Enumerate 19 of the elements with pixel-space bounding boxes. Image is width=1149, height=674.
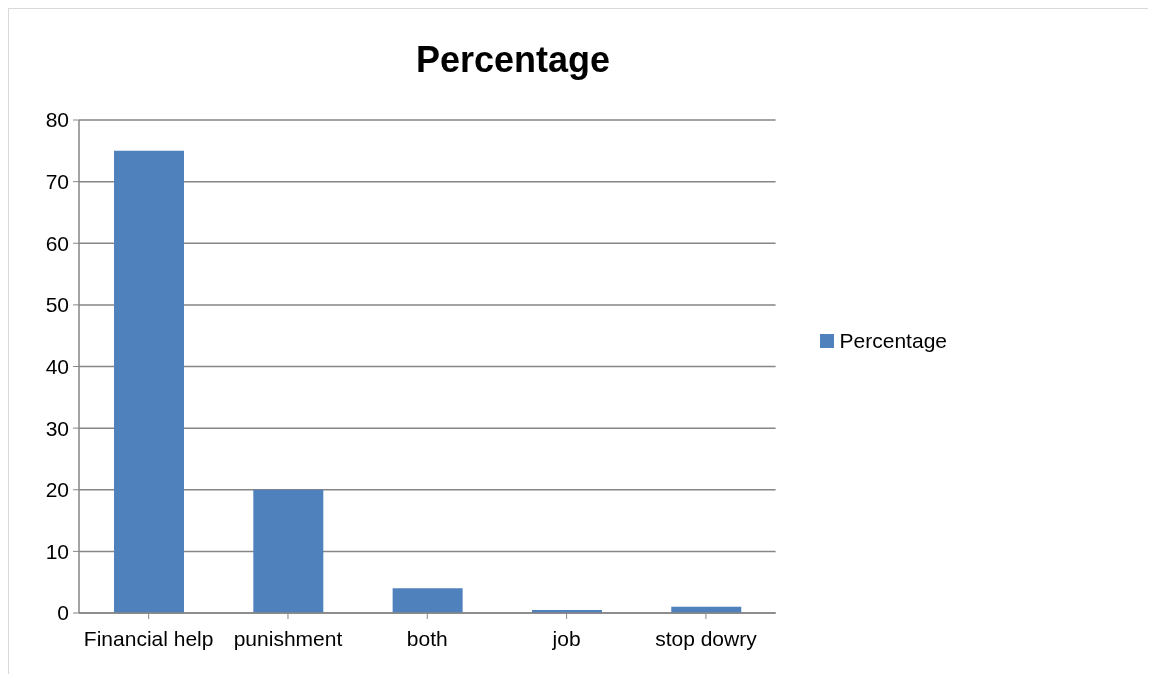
y-tick-label: 0 — [57, 601, 69, 625]
x-tick-label: Financial help — [83, 626, 214, 650]
x-tick-label: punishment — [233, 626, 343, 650]
y-tick-label: 10 — [45, 539, 69, 563]
bar — [114, 150, 184, 613]
chart-title: Percentage — [414, 39, 612, 81]
x-tick-label: job — [551, 626, 581, 650]
legend-label: Percentage — [838, 329, 947, 353]
bar — [253, 489, 324, 613]
y-tick-label: 60 — [45, 231, 69, 255]
y-tick-label: 30 — [45, 416, 69, 440]
x-tick-label: stop dowry — [655, 626, 758, 650]
y-tick-label: 70 — [45, 170, 69, 194]
y-tick-label: 50 — [45, 293, 69, 317]
x-tick-label: both — [406, 626, 448, 650]
bar — [392, 588, 463, 613]
y-tick-label: 40 — [45, 354, 69, 378]
y-tick-label: 20 — [45, 478, 69, 502]
y-tick-label: 80 — [45, 108, 69, 132]
